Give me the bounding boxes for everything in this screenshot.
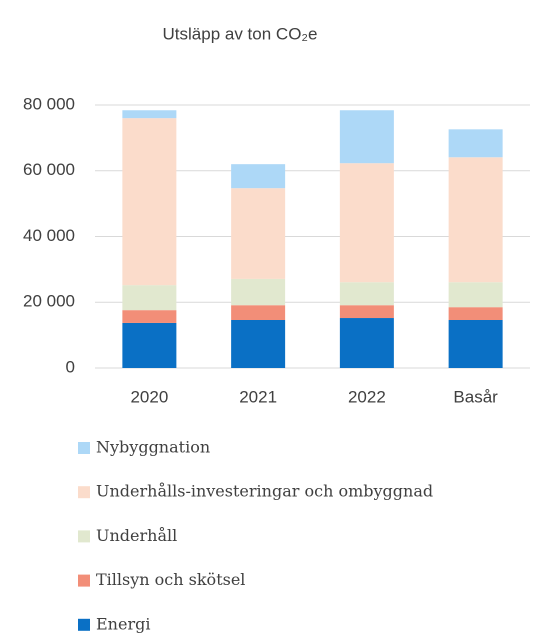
bar-segment bbox=[122, 118, 177, 286]
y-tick-label: 60 000 bbox=[23, 160, 75, 179]
bar-segment bbox=[339, 318, 394, 368]
legend-swatch bbox=[78, 574, 90, 587]
bar-segment bbox=[448, 282, 503, 308]
legend-swatch bbox=[78, 618, 90, 631]
legend-swatch bbox=[78, 486, 90, 499]
y-tick-label: 40 000 bbox=[23, 226, 75, 245]
x-tick-label: 2021 bbox=[239, 387, 277, 406]
legend-label: Underhåll bbox=[96, 526, 177, 545]
bar-segment bbox=[448, 307, 503, 321]
bar-segment bbox=[231, 164, 286, 189]
bar-segment bbox=[339, 282, 394, 306]
legend-swatch bbox=[78, 442, 90, 454]
y-tick-label: 0 bbox=[66, 357, 75, 376]
bar-segment bbox=[448, 157, 503, 283]
chart-title: Utsläpp av ton CO₂e bbox=[163, 24, 318, 43]
bar-segment bbox=[448, 320, 503, 368]
legend-swatch bbox=[78, 530, 90, 543]
bar-segment bbox=[231, 278, 286, 306]
bar-segment bbox=[231, 305, 286, 321]
x-tick-label: 2020 bbox=[130, 387, 168, 406]
x-tick-label: Basår bbox=[453, 387, 498, 406]
bar-segment bbox=[122, 285, 177, 311]
x-tick-label: 2022 bbox=[348, 387, 386, 406]
y-tick-label: 20 000 bbox=[23, 292, 75, 311]
legend-label: Tillsyn och skötsel bbox=[96, 570, 245, 589]
y-tick-label: 80 000 bbox=[23, 94, 75, 113]
bar-segment bbox=[448, 129, 503, 158]
legend-label: Underhålls-investeringar och ombyggnad bbox=[96, 482, 433, 501]
bar-segment bbox=[339, 305, 394, 319]
legend-label: Energi bbox=[96, 614, 150, 633]
bar-segment bbox=[339, 163, 394, 283]
bar-segment bbox=[122, 322, 177, 368]
bar-segment bbox=[231, 320, 286, 368]
bar-segment bbox=[231, 188, 286, 279]
bar-segment bbox=[122, 310, 177, 323]
bar-segment bbox=[122, 110, 177, 119]
bar-segment bbox=[339, 110, 394, 164]
legend-label: Nybyggnation bbox=[96, 438, 210, 457]
